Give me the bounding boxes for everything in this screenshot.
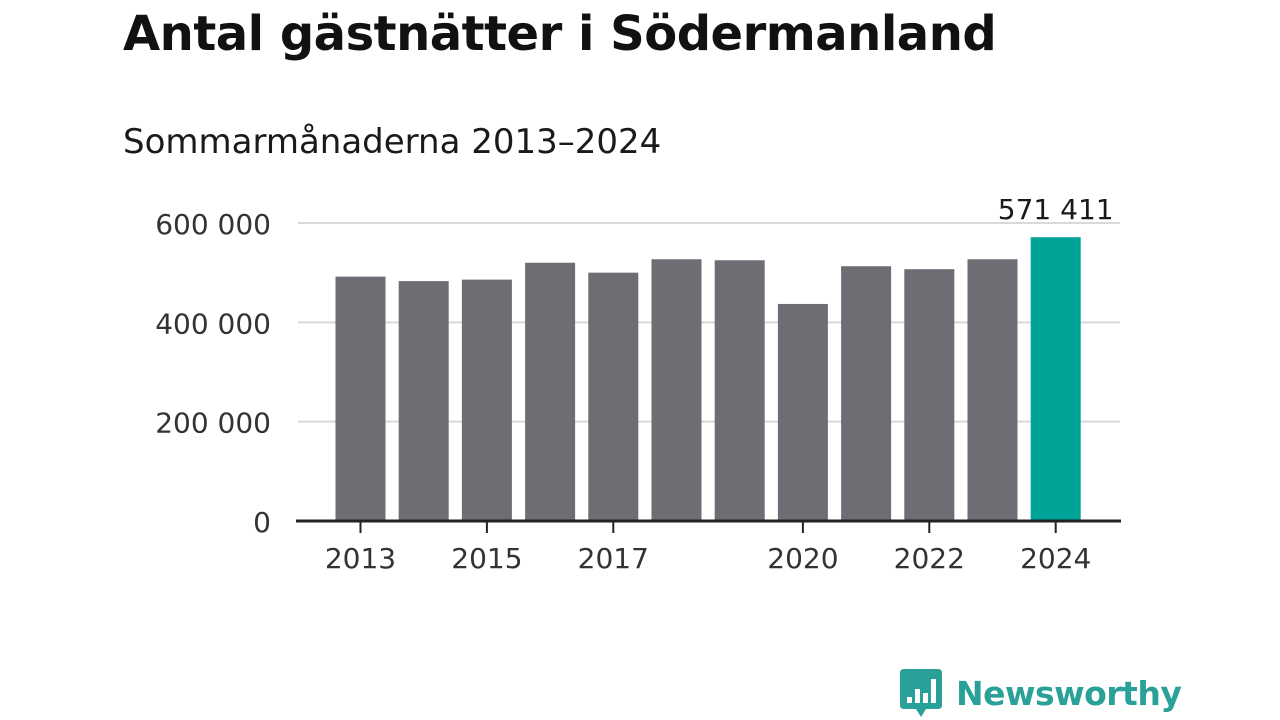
y-axis-tick-labels: 0 200 000 400 000 600 000	[155, 208, 271, 539]
bar-2014	[398, 281, 449, 521]
x-tick-label: 2024	[1020, 542, 1091, 575]
data-labels: 571 411	[998, 193, 1114, 226]
y-tick-label: 200 000	[155, 407, 271, 440]
chart-title: Antal gästnätter i Södermanland	[123, 6, 997, 62]
bar-chart-speech-bubble-icon	[900, 669, 942, 717]
bars	[335, 237, 1081, 521]
bar-2020	[777, 303, 828, 521]
y-tick-label: 600 000	[155, 208, 271, 241]
x-tick-label: 2013	[325, 542, 396, 575]
chart-subtitle: Sommarmånaderna 2013–2024	[123, 122, 662, 162]
x-tick-label: 2017	[578, 542, 649, 575]
brand-name: Newsworthy	[956, 673, 1182, 713]
x-tick-label: 2022	[894, 542, 965, 575]
highlight-data-label: 571 411	[998, 193, 1114, 226]
bar-2021	[841, 266, 892, 521]
x-tick-label: 2020	[767, 542, 838, 575]
bar-2015	[461, 279, 512, 521]
bar-2023	[967, 259, 1018, 521]
bar-2017	[588, 272, 639, 521]
x-tick-label: 2015	[451, 542, 522, 575]
bar-2024	[1030, 237, 1081, 521]
bar-2018	[651, 259, 702, 521]
bar-2016	[525, 262, 576, 521]
newsworthy-brand: Newsworthy	[900, 668, 1182, 718]
y-tick-label: 400 000	[155, 307, 271, 340]
x-axis-tick-labels: 2013 2015 2017 2020 2022 2024	[325, 521, 1091, 575]
y-tick-label: 0	[253, 506, 271, 539]
bar-2013	[335, 276, 386, 521]
bar-2022	[904, 269, 955, 521]
bar-2019	[714, 260, 765, 521]
